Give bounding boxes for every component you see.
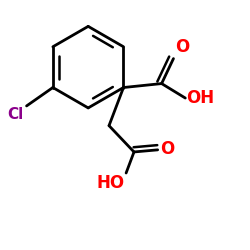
Text: HO: HO (97, 174, 125, 192)
Text: Cl: Cl (8, 107, 24, 122)
Text: O: O (176, 38, 190, 56)
Text: OH: OH (186, 88, 215, 106)
Text: O: O (160, 140, 174, 158)
